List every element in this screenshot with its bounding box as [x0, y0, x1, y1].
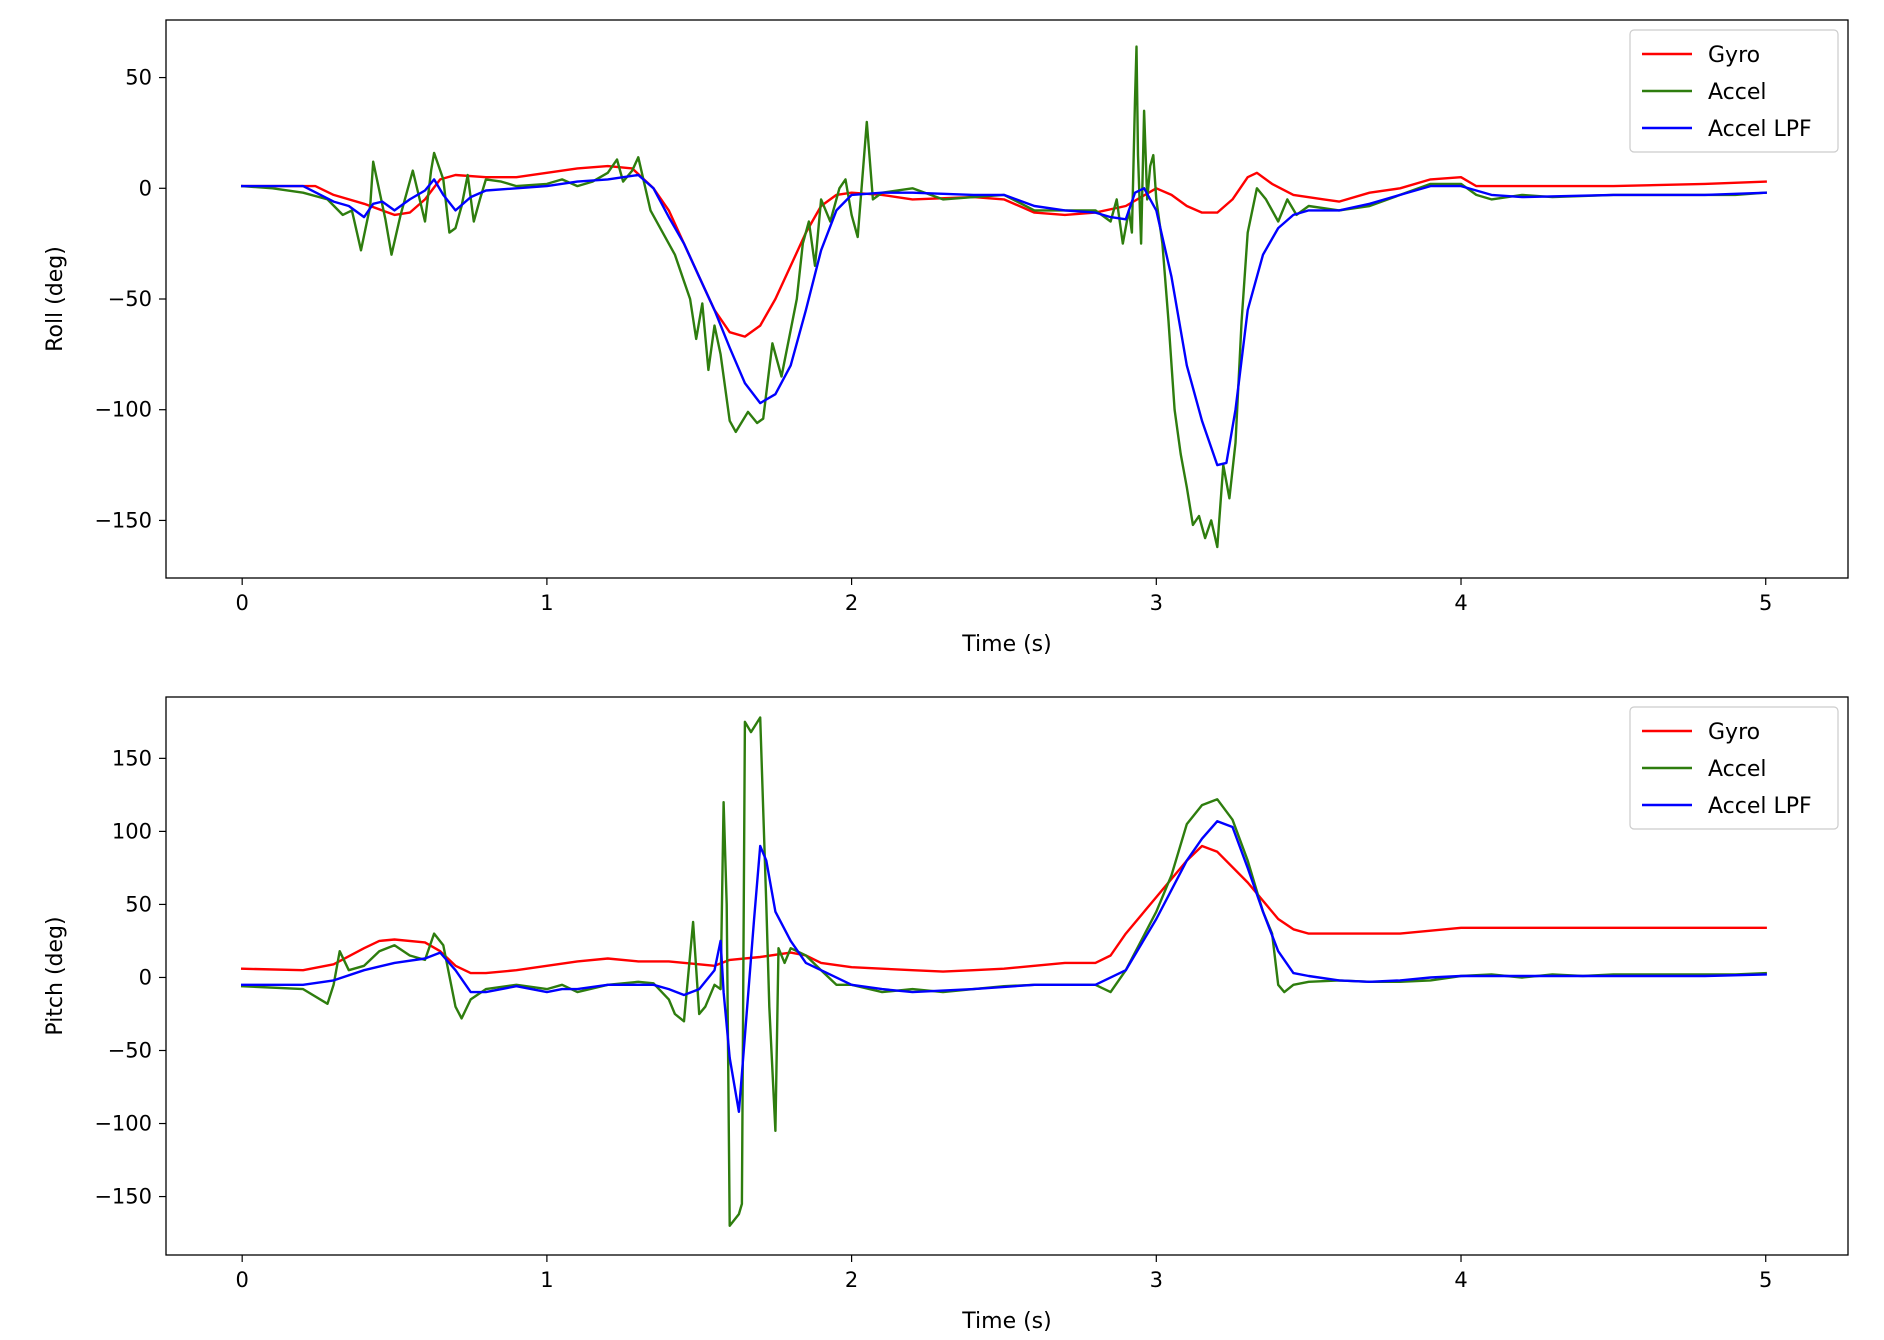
roll-series-accel: [240, 45, 1767, 549]
pitch-y-tick-label: −100: [94, 1112, 152, 1136]
pitch-y-tick-label: −50: [108, 1038, 152, 1062]
pitch-legend-label: Accel LPF: [1708, 794, 1812, 819]
pitch-series-accel: [240, 716, 1767, 1227]
roll-axes-frame: [165, 19, 1849, 579]
pitch-legend-box: [1629, 706, 1839, 830]
pitch-legend-label: Accel: [1708, 757, 1767, 782]
pitch-x-tick-label: 3: [1150, 1268, 1163, 1292]
pitch-x-tick-label: 5: [1759, 1268, 1772, 1292]
pitch-chart: 0 1 2 3 4 5 150 100 50 0 −50 −100 −150 Time (s) Pitch …: [43, 696, 1849, 1334]
roll-series-gyro: [241, 164, 1767, 338]
pitch-legend: Gyro Accel Accel LPF: [1629, 706, 1839, 830]
roll-y-axis-label: Roll (deg): [43, 246, 68, 352]
pitch-y-tick-label: −150: [94, 1185, 152, 1209]
pitch-x-tick-label: 2: [845, 1268, 858, 1292]
roll-x-tick-label: 1: [540, 591, 553, 615]
roll-y-tick-label: −150: [94, 508, 152, 532]
pitch-y-axis-label: Pitch (deg): [43, 916, 68, 1035]
roll-y-tick-label: −100: [94, 398, 152, 422]
roll-legend-label: Accel LPF: [1708, 117, 1812, 142]
roll-legend-label: Accel: [1708, 80, 1767, 105]
pitch-legend-label: Gyro: [1708, 720, 1760, 745]
roll-x-tick-label: 2: [845, 591, 858, 615]
roll-y-tick-label: 50: [125, 66, 152, 90]
pitch-y-tick-label: 100: [112, 819, 152, 843]
roll-legend-box: [1629, 29, 1839, 153]
roll-y-tick-label: −50: [108, 287, 152, 311]
roll-x-tick-label: 4: [1454, 591, 1467, 615]
roll-chart: 0 1 2 3 4 5 50 0 −50 −100 −150 Time (s) Roll (deg) Gy…: [43, 19, 1849, 657]
pitch-series-accel-lpf: [241, 820, 1767, 1113]
pitch-x-tick-label: 1: [540, 1268, 553, 1292]
pitch-y-tick-label: 0: [139, 965, 152, 989]
roll-x-tick-label: 5: [1759, 591, 1772, 615]
roll-legend: Gyro Accel Accel LPF: [1629, 29, 1839, 153]
roll-x-tick-label: 3: [1150, 591, 1163, 615]
pitch-x-tick-label: 4: [1454, 1268, 1467, 1292]
pitch-series-gyro: [240, 844, 1767, 975]
roll-series-accel-lpf: [241, 173, 1767, 467]
pitch-x-tick-label: 0: [235, 1268, 248, 1292]
pitch-x-axis-label: Time (s): [961, 1309, 1051, 1334]
roll-y-tick-label: 0: [139, 176, 152, 200]
pitch-y-tick-label: 150: [112, 746, 152, 770]
pitch-y-tick-label: 50: [125, 892, 152, 916]
pitch-axes-frame: [165, 696, 1849, 1256]
roll-legend-label: Gyro: [1708, 43, 1760, 68]
roll-x-axis-label: Time (s): [961, 632, 1051, 657]
roll-x-tick-label: 0: [235, 591, 248, 615]
